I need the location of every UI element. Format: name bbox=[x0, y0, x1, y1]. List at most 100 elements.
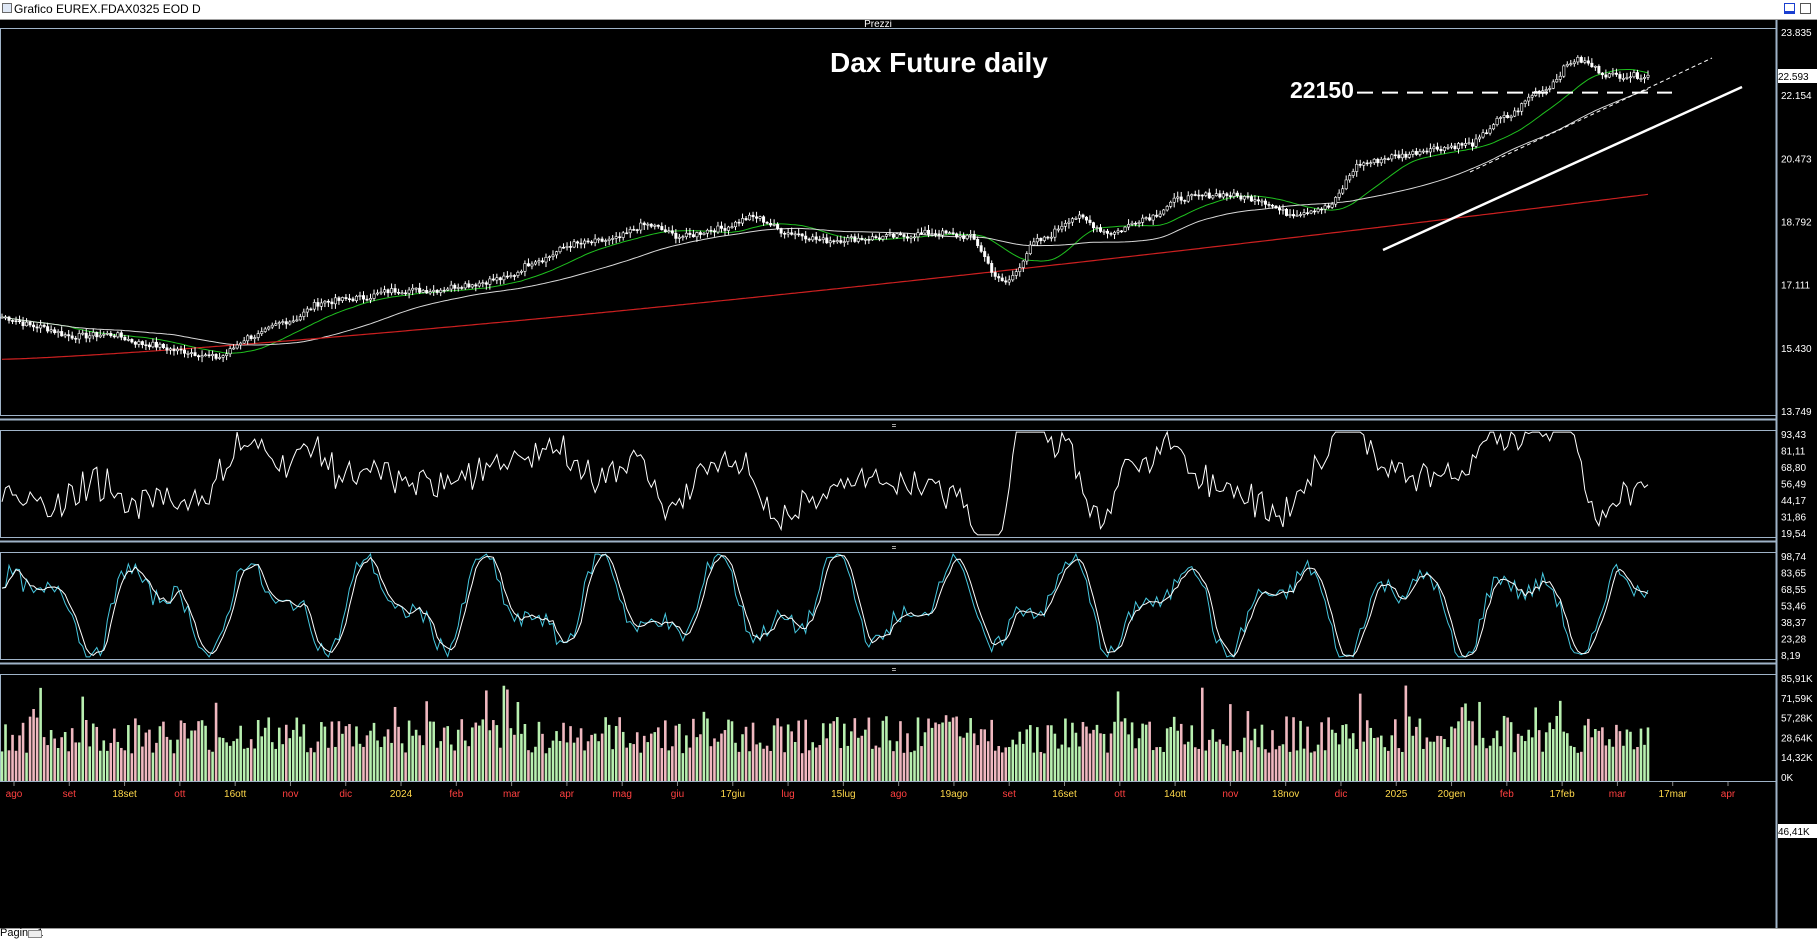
price-bar-body bbox=[1425, 150, 1429, 153]
price-bar-body bbox=[905, 236, 909, 239]
price-bar-body bbox=[1169, 201, 1173, 207]
price-bar-body bbox=[95, 332, 99, 338]
price-bar-body bbox=[537, 260, 541, 263]
volume-bar bbox=[228, 745, 232, 781]
price-bar-body bbox=[719, 225, 723, 229]
price-bar-body bbox=[1221, 193, 1225, 198]
volume-bar bbox=[1299, 720, 1302, 781]
stoch-pane-handle[interactable]: = bbox=[892, 543, 897, 552]
rsi-pane-handle[interactable]: = bbox=[892, 421, 897, 430]
pencil-icon[interactable] bbox=[28, 930, 42, 938]
volume-bar bbox=[183, 723, 186, 781]
price-bar-body bbox=[530, 263, 534, 267]
close-icon[interactable] bbox=[1800, 3, 1811, 14]
volume-bar bbox=[1594, 729, 1597, 781]
price-bar-body bbox=[190, 352, 194, 354]
price-bar-body bbox=[1639, 78, 1643, 80]
price-bar-body bbox=[870, 236, 874, 241]
volume-bar bbox=[456, 729, 460, 781]
x-axis-label: ott bbox=[174, 789, 185, 800]
pane-frame-stoch bbox=[0, 552, 1777, 660]
volume-bar bbox=[1208, 739, 1211, 781]
pane-frame-price bbox=[0, 28, 1777, 416]
price-bar-body bbox=[267, 326, 271, 330]
volume-pane-handle[interactable]: = bbox=[892, 665, 897, 674]
price-bar-body bbox=[1141, 217, 1145, 223]
volume-bar bbox=[474, 722, 478, 781]
price-bar-body bbox=[179, 348, 183, 351]
volume-bar bbox=[341, 733, 344, 781]
price-bar-body bbox=[39, 324, 43, 329]
volume-bar bbox=[846, 745, 850, 781]
volume-bar bbox=[309, 747, 313, 781]
x-axis-label: ago bbox=[890, 789, 907, 800]
price-bar-body bbox=[463, 283, 467, 289]
price-bar-body bbox=[1099, 227, 1103, 232]
volume-bar bbox=[102, 740, 106, 781]
volume-bar bbox=[348, 724, 351, 781]
x-axis-label: dic bbox=[1335, 789, 1348, 800]
trendline-support bbox=[1382, 85, 1743, 252]
price-bar-body bbox=[744, 218, 748, 221]
price-bar-body bbox=[618, 236, 622, 239]
price-bar-body bbox=[0, 316, 4, 319]
price-bar-body bbox=[927, 229, 931, 235]
price-bar-body bbox=[1165, 206, 1169, 211]
price-panel-title: Prezzi bbox=[864, 20, 892, 30]
volume-bar bbox=[1569, 745, 1573, 781]
price-bar-body bbox=[1513, 110, 1517, 117]
x-axis-label: mar bbox=[1609, 789, 1627, 800]
x-axis-label: set bbox=[63, 789, 77, 800]
volume-bar bbox=[1071, 722, 1074, 781]
volume-bar bbox=[1506, 717, 1509, 781]
price-bar-body bbox=[1590, 62, 1594, 68]
price-bar-body bbox=[1632, 72, 1636, 78]
volume-bar bbox=[120, 747, 123, 781]
price-bar-body bbox=[1607, 73, 1611, 78]
rsi-axis-label: 68,80 bbox=[1781, 463, 1806, 474]
volume-bar bbox=[1081, 721, 1085, 781]
price-bar-body bbox=[1137, 222, 1141, 224]
volume-bar bbox=[1313, 751, 1316, 781]
price-bar-body bbox=[1442, 147, 1446, 152]
volume-bar bbox=[1032, 752, 1036, 781]
volume-bar bbox=[614, 726, 618, 781]
volume-bar bbox=[1411, 735, 1415, 781]
price-bar-body bbox=[523, 263, 527, 272]
volume-bar bbox=[1172, 716, 1176, 781]
price-bar-body bbox=[1600, 72, 1604, 76]
price-bar-body bbox=[793, 233, 797, 236]
volume-bar bbox=[246, 747, 249, 781]
price-bar-body bbox=[832, 240, 836, 243]
price-bar-body bbox=[1471, 142, 1475, 147]
price-bar-body bbox=[1618, 74, 1622, 79]
price-bar-body bbox=[425, 289, 429, 294]
volume-bar bbox=[1060, 744, 1064, 781]
price-bar-body bbox=[569, 246, 573, 248]
volume-bar bbox=[369, 730, 372, 781]
price-bar-body bbox=[14, 320, 18, 322]
price-bar-body bbox=[1049, 236, 1053, 239]
price-bar-body bbox=[779, 228, 783, 234]
chart-canvas[interactable]: 23.835 22.154 20.473 18.792 17.111 15.430 13.7… bbox=[0, 20, 1817, 928]
volume-bar bbox=[499, 747, 502, 781]
volume-bar bbox=[681, 753, 685, 781]
volume-bar bbox=[1218, 739, 1222, 781]
price-bar-body bbox=[442, 289, 446, 292]
volume-bar bbox=[95, 726, 99, 781]
price-bar-body bbox=[1207, 192, 1211, 199]
price-bar-body bbox=[1292, 214, 1296, 217]
volume-bar bbox=[1615, 724, 1618, 781]
price-bar-body bbox=[1572, 61, 1576, 64]
price-bar-body bbox=[1288, 214, 1292, 216]
volume-bar bbox=[1162, 751, 1165, 781]
restore-icon[interactable] bbox=[1784, 3, 1795, 14]
chart-area[interactable]: 23.835 22.154 20.473 18.792 17.111 15.430 13.7… bbox=[0, 20, 1817, 928]
price-bar-body bbox=[158, 343, 162, 348]
price-bar-body bbox=[1495, 118, 1499, 125]
volume-bar bbox=[1355, 749, 1359, 781]
volume-bar bbox=[1197, 748, 1201, 781]
volume-bar bbox=[1537, 730, 1541, 781]
pane-separator bbox=[0, 540, 1817, 548]
price-bar-body bbox=[1428, 148, 1432, 153]
